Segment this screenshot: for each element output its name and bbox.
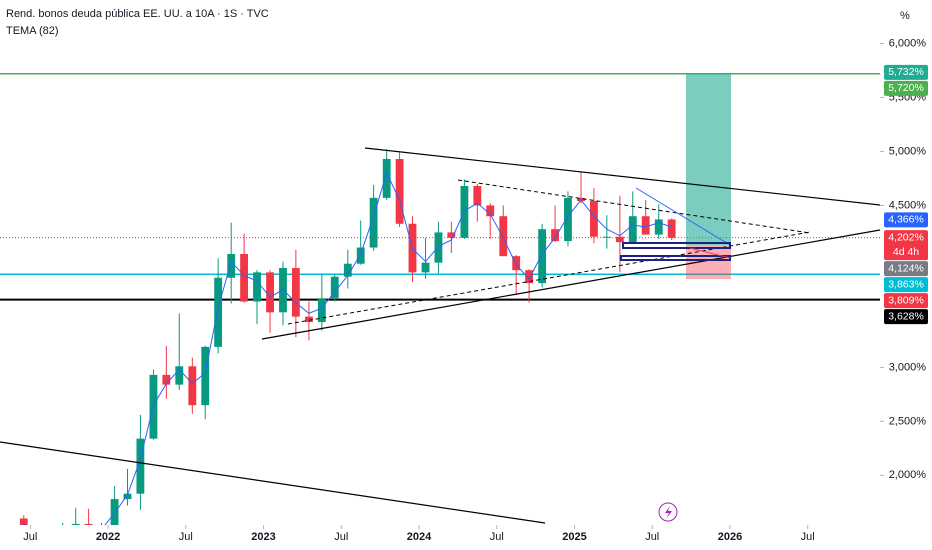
candle-body	[551, 229, 559, 242]
price-label: 4,124%	[888, 262, 924, 274]
candle-body	[434, 232, 443, 263]
x-tick-label: 2023	[251, 531, 275, 543]
candle-body	[188, 366, 197, 406]
price-label: 3,809%	[888, 294, 924, 306]
y-unit: %	[900, 10, 910, 22]
x-tick-label: Jul	[801, 531, 815, 543]
countdown-label: 4d 4h	[893, 246, 919, 258]
candle-body	[201, 346, 210, 406]
candle-body	[499, 216, 508, 257]
candle-body	[369, 197, 378, 248]
price-label-bg	[884, 293, 928, 309]
candle-body	[291, 268, 300, 317]
candle-body	[486, 205, 495, 217]
target-zone	[686, 73, 731, 245]
candle-body	[175, 366, 184, 385]
candle-body	[447, 232, 456, 238]
candle-body	[538, 229, 547, 284]
price-label-bg	[884, 277, 928, 293]
chart-title: Rend. bonos deuda pública EE. UU. a 10A …	[6, 8, 269, 20]
price-label-bg	[884, 64, 928, 80]
y-tick-label: 2,500%	[889, 415, 927, 427]
x-tick-label: Jul	[490, 531, 504, 543]
candle-body	[602, 236, 611, 238]
trend-line	[635, 187, 731, 246]
price-label: 3,863%	[888, 278, 924, 290]
candle-body	[110, 499, 119, 525]
y-tick-label: 6,000%	[889, 37, 927, 49]
candle-body	[421, 262, 430, 273]
candle-body	[162, 374, 171, 385]
candle-body	[317, 298, 326, 323]
y-tick-label: 2,000%	[889, 469, 927, 481]
candle-body	[136, 438, 145, 494]
candle-body	[641, 216, 650, 235]
candle-body	[84, 523, 93, 525]
candle-body	[395, 158, 404, 224]
x-tick-label: 2022	[96, 531, 120, 543]
trend-line	[0, 441, 546, 524]
trend-line	[457, 179, 811, 234]
indicator-line	[23, 171, 672, 525]
y-tick-label: 3,000%	[889, 361, 927, 373]
candle-body	[356, 247, 365, 264]
trend-line	[689, 247, 731, 259]
price-label-bg	[884, 212, 928, 228]
candle-body	[615, 236, 624, 243]
candle-body	[253, 272, 261, 302]
price-label: 5,720%	[888, 82, 924, 94]
event-icon[interactable]	[658, 502, 678, 522]
candle-body	[240, 254, 249, 302]
x-tick-label: Jul	[23, 531, 37, 543]
drawings	[0, 73, 880, 524]
candle-body	[227, 254, 236, 278]
price-label: 5,732%	[888, 66, 924, 78]
candle-body	[343, 263, 352, 277]
price-label: 4,202%	[888, 231, 924, 243]
candle-body	[330, 276, 339, 299]
candle-body	[473, 185, 482, 206]
price-label: 4,366%	[888, 214, 924, 226]
price-label: 3,628%	[888, 310, 924, 322]
candle-body	[382, 158, 391, 198]
candle-body	[71, 523, 80, 525]
x-tick-label: 2024	[407, 531, 432, 543]
candle-body	[654, 219, 663, 235]
candle-body	[590, 201, 598, 237]
x-tick-label: Jul	[334, 531, 348, 543]
candle-body	[214, 277, 223, 347]
plot-area	[0, 72, 880, 549]
candle-body	[525, 270, 534, 284]
stop-zone	[686, 245, 731, 279]
y-tick-label: 4,500%	[889, 199, 927, 211]
candle-body	[59, 530, 67, 549]
y-tick-label: 5,000%	[889, 145, 927, 157]
candle-body	[305, 316, 313, 323]
x-tick-label: 2026	[718, 531, 742, 543]
x-tick-label: Jul	[645, 531, 659, 543]
x-tick-label: 2025	[562, 531, 586, 543]
candle-body	[19, 518, 28, 525]
candle-body	[667, 219, 676, 238]
candle-body	[123, 493, 132, 500]
legend-entry: TEMA (82)	[6, 25, 59, 37]
trend-line	[364, 147, 880, 206]
price-label-bg	[884, 230, 928, 261]
price-label-bg	[884, 261, 928, 277]
candle-body	[628, 216, 637, 243]
range-box	[622, 242, 731, 249]
event-icon	[665, 506, 672, 519]
candle-body	[512, 256, 521, 271]
candle-body	[266, 272, 274, 313]
trend-line	[261, 229, 880, 340]
price-label-bg	[884, 80, 928, 96]
price-label-bg	[884, 309, 928, 325]
x-tick-label: Jul	[179, 531, 193, 543]
candle-body	[564, 197, 572, 242]
